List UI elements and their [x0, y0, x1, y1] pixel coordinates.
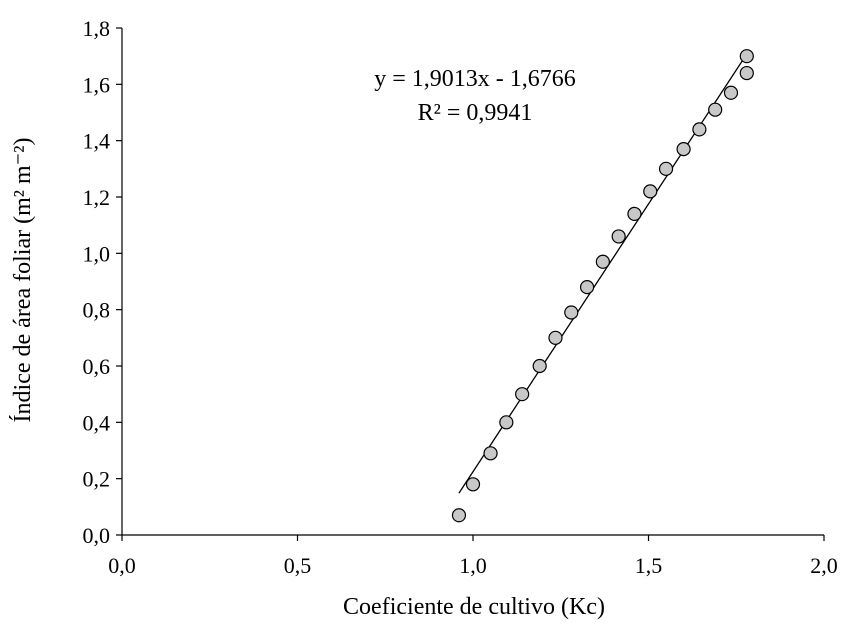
x-tick-label: 1,0: [459, 553, 487, 578]
x-tick-label: 1,5: [635, 553, 663, 578]
data-points: [451, 49, 754, 523]
data-point: [739, 65, 754, 81]
x-tick-label: 0,0: [108, 553, 136, 578]
y-tick-label: 0,4: [83, 410, 111, 435]
data-point: [676, 142, 691, 157]
y-ticks: 0,0 0,2 0,4 0,6 0,8 1,0 1,2 1,4 1,6 1,8: [83, 16, 122, 548]
y-tick-label: 0,0: [83, 523, 111, 548]
data-point: [723, 85, 739, 100]
y-axis-title: Índice de área foliar (m² m⁻²): [10, 138, 36, 423]
data-point: [499, 415, 514, 430]
y-tick-label: 0,8: [83, 298, 111, 323]
y-tick-label: 1,2: [83, 185, 111, 210]
x-tick-label: 2,0: [810, 553, 838, 578]
data-point: [451, 508, 467, 523]
x-ticks: 0,0 0,5 1,0 1,5 2,0: [108, 535, 838, 578]
data-point: [532, 358, 547, 374]
x-tick-label: 0,5: [284, 553, 312, 578]
y-tick-label: 1,6: [83, 72, 111, 97]
data-point: [579, 280, 595, 295]
y-tick-label: 0,6: [83, 354, 111, 379]
data-point: [548, 330, 563, 345]
data-point: [564, 305, 579, 320]
x-axis-title: Coeficiente de cultivo (Kc): [343, 594, 605, 620]
trendline-r2: R² = 0,9941: [418, 100, 533, 126]
y-tick-label: 1,4: [83, 129, 111, 154]
data-point: [515, 387, 530, 402]
trendline-equation: y = 1,9013x - 1,6766: [374, 66, 576, 92]
data-point: [708, 102, 723, 117]
data-point: [465, 477, 481, 492]
data-point: [739, 49, 754, 64]
y-tick-label: 0,2: [83, 467, 111, 492]
data-point: [643, 184, 658, 199]
data-point: [595, 254, 610, 269]
y-tick-label: 1,8: [83, 16, 111, 41]
data-point: [627, 206, 642, 221]
data-point: [611, 229, 626, 244]
data-point: [692, 122, 707, 137]
y-tick-label: 1,0: [83, 241, 111, 266]
data-point: [658, 161, 674, 176]
data-point: [483, 446, 498, 461]
